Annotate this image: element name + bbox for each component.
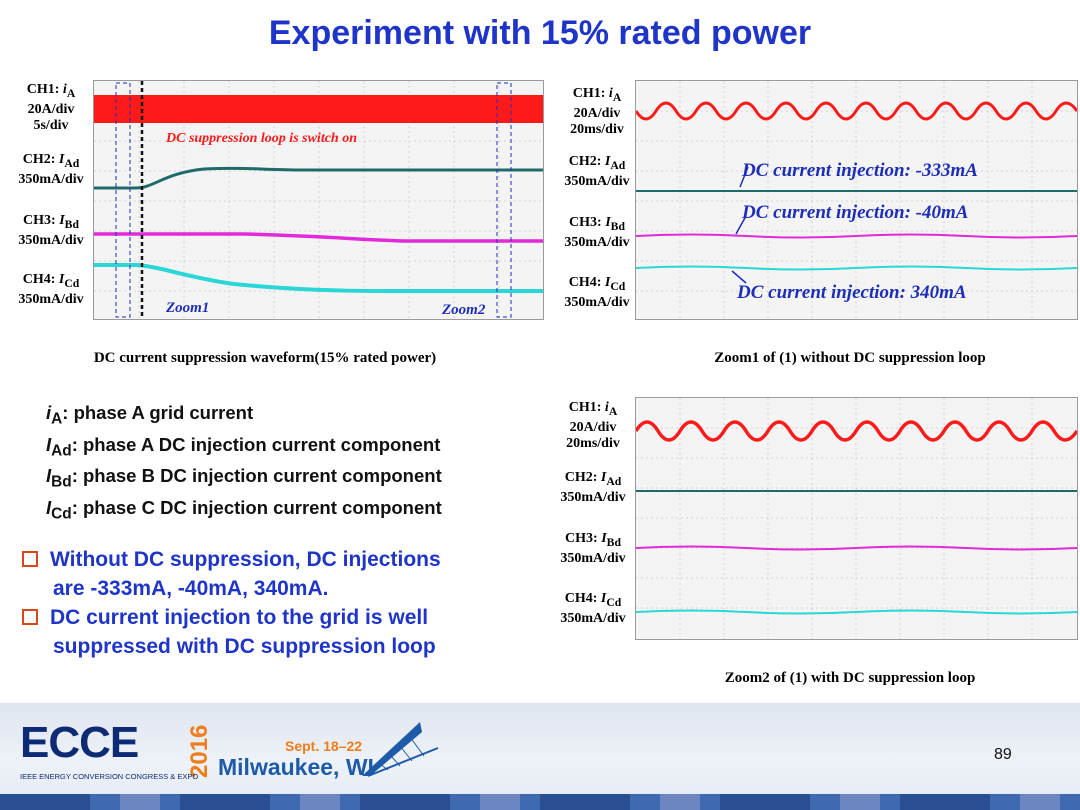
scope1-ch2-label: CH2: IAd 350mA/div <box>18 152 84 187</box>
scope1-switch-annotation: DC suppression loop is switch on <box>166 131 357 146</box>
scope1-ch4-label: CH4: ICd 350mA/div <box>18 272 84 307</box>
footer-stripe <box>0 794 1080 810</box>
event-dates: Sept. 18–22 <box>285 738 363 754</box>
scope1-waveforms <box>94 81 543 319</box>
footer-band <box>0 703 1080 810</box>
ecce-year: 2016 <box>186 724 213 778</box>
scope1-ch4-trace <box>94 263 543 293</box>
conclusion-bullets: Without DC suppression, DC injections ar… <box>22 545 532 661</box>
scope1-zoom1-label: Zoom1 <box>166 300 210 316</box>
bullet-item: Without DC suppression, DC injections ar… <box>22 545 532 603</box>
scope1-zoom2-label: Zoom2 <box>442 302 486 318</box>
scope2-annotation-ch2: DC current injection: -333mA <box>742 160 978 181</box>
scope1-caption: DC current suppression waveform(15% rate… <box>93 350 437 366</box>
scope1-channel-labels: CH1: iA 20A/div 5s/div CH2: IAd 350mA/div… <box>6 78 96 318</box>
scope2-annotation-ch3: DC current injection: -40mA <box>742 202 969 223</box>
scope2-ch2-label: CH2: IAd 350mA/div <box>564 154 630 189</box>
scope1-ch3-trace <box>94 232 543 243</box>
scope2-ch1-trace <box>636 101 1077 121</box>
scope3-ch2-label: CH2: IAd 350mA/div <box>560 470 626 505</box>
scope1-ch1-label: CH1: iA 20A/div 5s/div <box>26 82 76 133</box>
ecce-logo: ECCE <box>20 718 139 767</box>
event-city: Milwaukee, WI <box>218 754 374 780</box>
legend-item: ICd: phase C DC injection current compon… <box>46 497 442 523</box>
scope3-ch4-label: CH4: ICd 350mA/div <box>560 591 626 626</box>
ecce-subtitle: IEEE ENERGY CONVERSION CONGRESS & EXPO <box>20 772 199 781</box>
bullet-box-icon <box>22 609 38 625</box>
legend-item: IBd: phase B DC injection current compon… <box>46 465 442 492</box>
slide-title: Experiment with 15% rated power <box>268 14 812 52</box>
legend-item: iA: phase A grid current <box>46 402 254 428</box>
scope3-ch3-label: CH3: IBd 350mA/div <box>560 531 626 566</box>
scope2-screen <box>635 80 1078 320</box>
scope1-screen <box>93 80 544 320</box>
scope3-waveforms <box>636 398 1077 639</box>
scope3-channel-labels: CH1: iA 20A/div 20ms/div CH2: IAd 350mA/d… <box>548 398 638 638</box>
scope2-ch4-label: CH4: ICd 350mA/div <box>564 275 630 310</box>
scope3-ch1-trace <box>636 420 1077 442</box>
scope2-waveforms <box>636 81 1077 319</box>
scope3-ch3-trace <box>636 545 1077 551</box>
scope2-caption: Zoom1 of (1) without DC suppression loop <box>714 350 986 366</box>
scope2-ch3-label: CH3: IBd 350mA/div <box>564 215 630 250</box>
scope1-ch2-trace <box>94 166 543 190</box>
scope2-ch3-trace <box>636 233 1077 239</box>
legend-item: IAd: phase A DC injection current compon… <box>46 433 441 460</box>
scope2-channel-labels: CH1: iA 20A/div 20ms/div CH2: IAd 350mA/d… <box>552 82 642 322</box>
scope3-screen <box>635 397 1078 640</box>
scope2-ch4-trace <box>636 265 1077 271</box>
bullet-box-icon <box>22 551 38 567</box>
bridge-logo-icon <box>362 722 439 777</box>
bullet-item: DC current injection to the grid is well… <box>22 603 532 661</box>
scope1-ch3-label: CH3: IBd 350mA/div <box>18 213 84 248</box>
page-number: 89 <box>994 746 1012 763</box>
symbol-legend: iA: phase A grid current IAd: phase A DC… <box>46 400 506 527</box>
scope2-ch1-label: CH1: iA 20A/div 20ms/div <box>570 86 624 137</box>
scope3-ch1-label: CH1: iA 20A/div 20ms/div <box>566 400 620 451</box>
scope1-ch1-trace <box>94 95 543 123</box>
scope3-ch4-trace <box>636 609 1077 615</box>
scope2-annotation-ch4: DC current injection: 340mA <box>737 282 967 303</box>
scope3-caption: Zoom2 of (1) with DC suppression loop <box>724 670 976 686</box>
zoom2-box <box>496 82 512 318</box>
scope2-annotation-arrows <box>731 166 749 284</box>
zoom1-box <box>115 82 131 318</box>
